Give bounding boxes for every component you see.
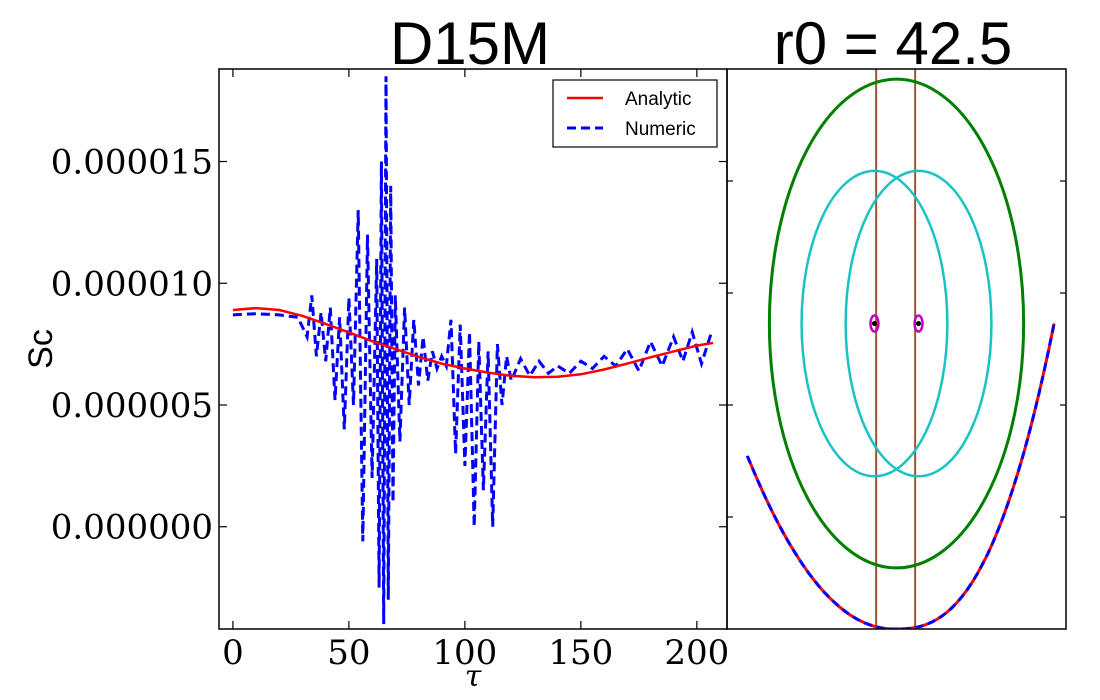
x-tick-label: 100: [432, 633, 497, 673]
y-tick-label: 0.000015: [51, 143, 213, 183]
x-tick-label: 150: [548, 633, 613, 673]
analytic-curve: [745, 323, 1056, 629]
right-chart: r0 = 42.5: [726, 10, 1067, 630]
small-circle: [869, 314, 880, 333]
y-tick-label: 0.000010: [51, 264, 213, 304]
x-axis-label: τ: [465, 659, 482, 694]
legend-label-numeric: Numeric: [625, 119, 696, 140]
x-tick-label: 50: [327, 633, 370, 673]
small-circle: [913, 314, 924, 333]
analytic-series-line: [232, 306, 714, 379]
left-chart: D15M 0.000000 0.000005 0.000010 0.000015 0 5…: [22, 10, 729, 694]
numeric-curve: [745, 323, 1056, 629]
left-plot-frame: [218, 68, 728, 630]
inner-ellipse: [844, 169, 993, 478]
right-chart-title: r0 = 42.5: [774, 10, 1013, 77]
legend-label-analytic: Analytic: [625, 89, 692, 110]
center-dot: [871, 321, 877, 327]
y-tick-label: 0.000000: [51, 508, 213, 548]
right-ticks: [727, 180, 1066, 518]
legend: Analytic Numeric: [552, 79, 718, 148]
x-tick-label: 0: [222, 633, 244, 673]
legend-box: [552, 79, 718, 148]
y-axis-label: Sc: [22, 329, 60, 369]
right-plot-frame: [726, 68, 1067, 630]
left-x-ticks: 0 50 100 150 200: [222, 69, 729, 673]
outer-ellipse: [767, 77, 1026, 570]
y-tick-label: 0.000005: [51, 386, 213, 426]
numeric-series-line: [232, 76, 713, 625]
center-dot: [916, 321, 922, 327]
left-chart-title: D15M: [390, 10, 550, 77]
inner-ellipse: [800, 169, 949, 478]
left-y-ticks: 0.000000 0.000005 0.000010 0.000015: [51, 143, 727, 548]
x-tick-label: 200: [664, 633, 729, 673]
right-diagram-shapes: [745, 69, 1056, 629]
